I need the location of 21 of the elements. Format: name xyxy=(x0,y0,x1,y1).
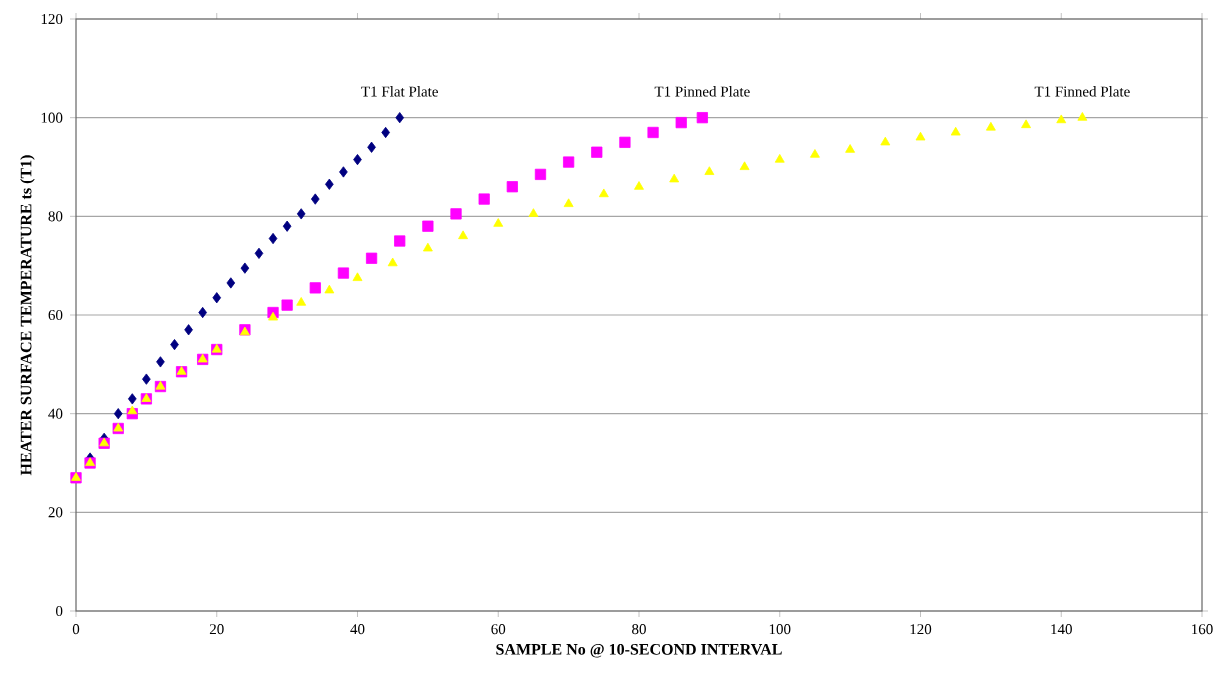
x-tick-label: 100 xyxy=(769,624,791,635)
x-tick-label: 60 xyxy=(491,624,506,635)
series-label: T1 Finned Plate xyxy=(1034,86,1130,97)
y-tick-label: 20 xyxy=(48,507,63,518)
x-tick-label: 40 xyxy=(350,624,365,635)
y-axis-title: HEATER SURFACE TEMPERATURE ts (T1) xyxy=(20,155,35,476)
y-tick-label: 80 xyxy=(48,211,63,222)
x-tick-label: 20 xyxy=(209,624,224,635)
x-tick-label: 0 xyxy=(72,624,80,635)
y-tick-label: 100 xyxy=(41,112,63,123)
y-tick-label: 40 xyxy=(48,408,63,419)
y-tick-label: 120 xyxy=(41,13,63,25)
x-tick-label: 140 xyxy=(1051,624,1072,635)
y-tick-label: 60 xyxy=(48,309,63,321)
series-label: T1 Flat Plate xyxy=(361,86,438,97)
x-axis-title: SAMPLE No @ 10-SECOND INTERVAL xyxy=(496,643,782,658)
y-tick-label: 0 xyxy=(56,605,63,617)
x-tick-label: 80 xyxy=(632,624,646,635)
x-tick-label: 160 xyxy=(1192,624,1213,635)
x-tick-label: 120 xyxy=(910,624,932,635)
series-label: T1 Pinned Plate xyxy=(654,86,750,97)
